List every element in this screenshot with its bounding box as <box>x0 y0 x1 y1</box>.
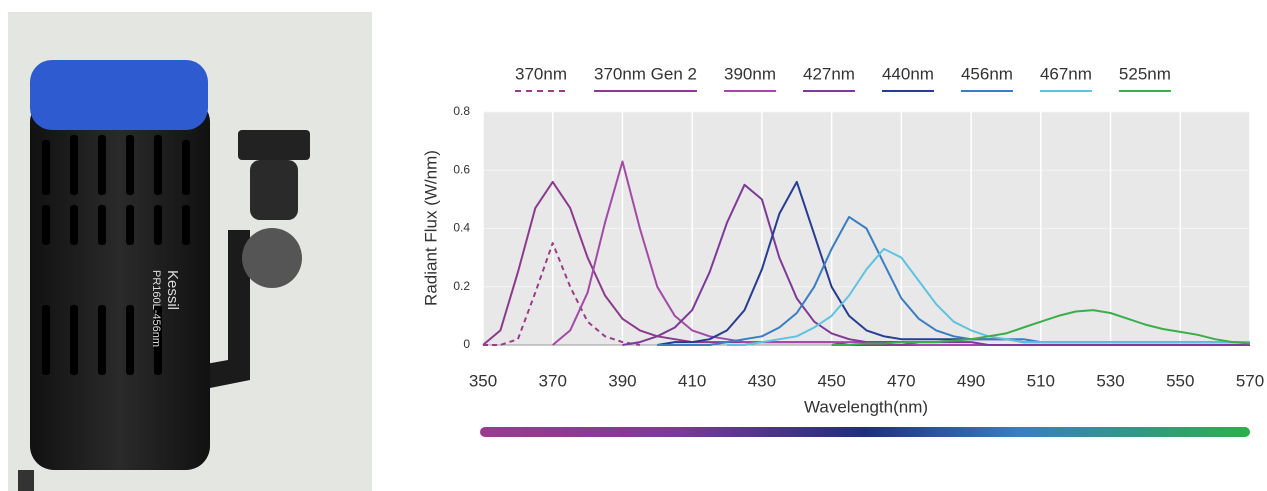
lamp-cap <box>30 60 208 130</box>
x-axis-title: Wavelength(nm) <box>804 397 928 416</box>
legend-label: 456nm <box>961 64 1013 83</box>
cable <box>18 470 34 491</box>
legend-label: 440nm <box>882 64 934 83</box>
spectrum-bar <box>480 427 1250 437</box>
legend-label: 427nm <box>803 64 855 83</box>
x-tick-label: 570 <box>1236 371 1264 390</box>
x-tick-label: 390 <box>608 371 636 390</box>
x-tick-label: 370 <box>539 371 567 390</box>
legend-label: 370nm Gen 2 <box>594 64 697 83</box>
x-tick-label: 490 <box>957 371 985 390</box>
ball-head <box>242 228 302 288</box>
clamp <box>238 130 310 160</box>
product-photo: Kessil PR160L-456nm <box>8 12 372 491</box>
y-tick-label: 0 <box>463 337 470 351</box>
x-tick-label: 510 <box>1027 371 1055 390</box>
legend-label: 370nm <box>515 64 567 83</box>
series-line <box>483 242 641 346</box>
legend-label: 467nm <box>1040 64 1092 83</box>
y-tick-label: 0.8 <box>453 104 470 118</box>
legend-label: 525nm <box>1119 64 1171 83</box>
clamp-ring <box>250 160 298 220</box>
x-tick-label: 430 <box>748 371 776 390</box>
x-tick-label: 530 <box>1096 371 1124 390</box>
photo-model: PR160L-456nm <box>150 270 162 347</box>
legend-label: 390nm <box>724 64 776 83</box>
series-line <box>831 309 1251 346</box>
y-tick-label: 0.2 <box>453 279 470 293</box>
x-tick-label: 410 <box>678 371 706 390</box>
y-axis-title: Radiant Flux (W/nm) <box>421 150 440 306</box>
x-tick-label: 350 <box>469 371 497 390</box>
bracket <box>200 230 250 390</box>
y-tick-label: 0.6 <box>453 162 470 176</box>
y-tick-label: 0.4 <box>453 221 470 235</box>
x-tick-label: 550 <box>1166 371 1194 390</box>
x-tick-label: 450 <box>817 371 845 390</box>
vent-slots <box>42 135 190 375</box>
x-tick-label: 470 <box>887 371 915 390</box>
photo-brand: Kessil <box>164 270 181 310</box>
